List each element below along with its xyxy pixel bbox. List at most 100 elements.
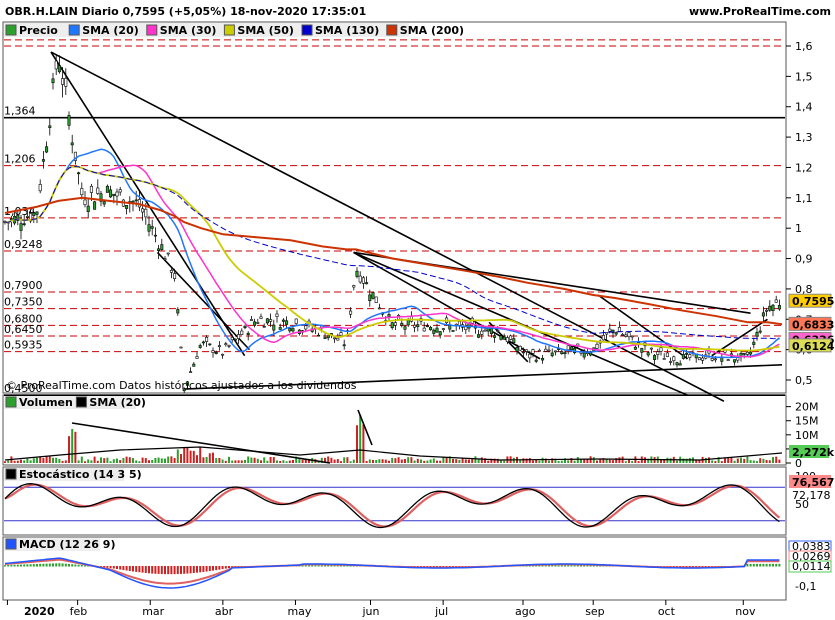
volume-bar xyxy=(39,456,42,463)
volume-bar xyxy=(394,458,397,463)
volume-bar xyxy=(461,458,464,463)
macd-histogram-bar xyxy=(64,563,67,567)
volume-bar xyxy=(423,460,426,463)
volume-bar xyxy=(532,460,534,463)
volume-bar xyxy=(176,449,179,463)
candle-body xyxy=(246,332,250,335)
x-tick-label: ago xyxy=(515,605,536,618)
volume-bar xyxy=(676,460,678,463)
volume-bar xyxy=(372,459,374,463)
macd-histogram-bar xyxy=(330,565,333,567)
stoch-k-line xyxy=(4,483,780,529)
candle-body xyxy=(403,326,407,330)
macd-histogram-bar xyxy=(13,564,16,567)
volume-bar xyxy=(362,424,365,463)
volume-bar xyxy=(192,450,195,463)
macd-histogram-bar xyxy=(10,564,13,567)
volume-bar xyxy=(407,457,410,463)
volume-trend-line xyxy=(357,409,373,446)
macd-histogram-bar xyxy=(71,564,74,567)
volume-bar xyxy=(631,461,634,463)
macd-badge-label: 0,0269 xyxy=(792,550,831,563)
volume-bar xyxy=(32,458,35,463)
candle-body xyxy=(777,305,781,310)
candle-body xyxy=(269,319,273,322)
candle-body xyxy=(413,324,417,328)
volume-bar xyxy=(557,461,560,463)
volume-bar xyxy=(4,461,6,463)
volume-bar xyxy=(740,457,742,463)
volume-bar xyxy=(189,450,192,463)
price-badge xyxy=(788,293,832,308)
volume-bar xyxy=(474,456,477,463)
volume-bar xyxy=(554,458,557,463)
macd-legend-item-label: MACD (12 26 9) xyxy=(19,538,115,551)
volume-bar xyxy=(164,458,166,463)
volume-bar xyxy=(151,459,154,463)
volume-bar xyxy=(391,457,394,463)
candle-body xyxy=(233,338,237,341)
candle-body xyxy=(166,252,170,255)
candle-body xyxy=(774,299,778,303)
macd-histogram-bar xyxy=(68,563,70,567)
candle-body xyxy=(656,351,660,355)
candle-body xyxy=(336,337,340,341)
volume-bar xyxy=(228,456,230,463)
volume-bar xyxy=(583,459,586,463)
stoch-badge-label: 76,567 xyxy=(792,476,834,489)
volume-y-tick-label: 10M xyxy=(795,429,819,442)
macd-histogram-bar xyxy=(336,565,339,567)
candle-body xyxy=(278,327,282,330)
stoch-legend-item-label: Estocástico (14 3 5) xyxy=(19,468,142,481)
volume-bar xyxy=(570,458,573,463)
macd-histogram-bar xyxy=(26,564,29,567)
candle-body xyxy=(749,351,753,355)
macd-histogram-bar xyxy=(567,565,570,567)
volume-bar xyxy=(125,456,128,463)
x-tick-label: oct xyxy=(658,605,676,618)
volume-bar xyxy=(87,459,90,463)
volume-bar xyxy=(183,447,186,463)
site-link[interactable]: www.ProRealTime.com xyxy=(688,5,831,18)
macd-histogram-bar xyxy=(132,566,134,572)
volume-bar xyxy=(77,460,80,463)
candle-body xyxy=(525,349,529,352)
candle-body xyxy=(54,60,58,70)
candle-body xyxy=(544,348,548,352)
volume-bar xyxy=(336,459,339,463)
volume-bar xyxy=(688,458,691,463)
volume-bar xyxy=(720,461,723,463)
candle-body xyxy=(390,322,394,329)
candle-body xyxy=(496,330,500,332)
volume-bar xyxy=(29,460,32,463)
macd-histogram-bar xyxy=(170,566,173,575)
volume-bar xyxy=(439,460,442,463)
candle-body xyxy=(630,335,634,338)
macd-histogram-bar xyxy=(586,565,589,567)
volume-bar xyxy=(551,458,554,463)
volume-bar xyxy=(202,457,205,463)
volume-bar xyxy=(628,460,630,463)
volume-bar xyxy=(448,456,451,463)
macd-histogram-bar xyxy=(685,566,688,568)
volume-bar xyxy=(234,460,237,463)
macd-histogram-bar xyxy=(160,566,163,575)
candle-body xyxy=(653,355,657,360)
volume-bar xyxy=(695,459,698,463)
candle-body xyxy=(281,319,285,322)
volume-bar xyxy=(141,457,144,463)
volume-bar xyxy=(132,458,134,463)
x-tick-label: abr xyxy=(215,605,234,618)
candle-body xyxy=(505,337,509,343)
candle-body xyxy=(457,321,461,326)
macd-histogram-bar xyxy=(692,566,694,568)
volume-bar xyxy=(96,460,99,463)
candle-body xyxy=(83,199,87,206)
candle-body xyxy=(89,185,93,193)
candle-body xyxy=(752,341,756,345)
candle-body xyxy=(249,319,253,321)
volume-bar xyxy=(288,460,291,463)
candle-body xyxy=(25,216,29,218)
volume-legend-item-label: SMA (20) xyxy=(89,396,146,409)
candle-body xyxy=(141,208,145,213)
